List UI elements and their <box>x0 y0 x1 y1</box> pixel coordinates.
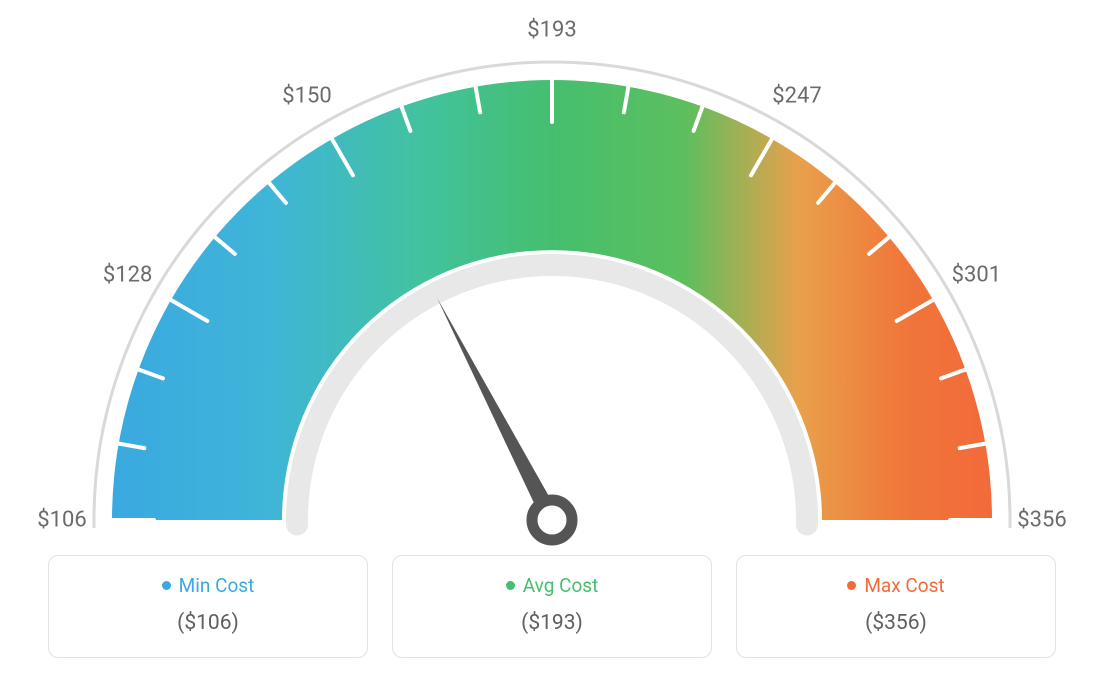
legend-title-avg: Avg Cost <box>506 574 599 597</box>
gauge-tick-label: $106 <box>37 508 86 533</box>
gauge-tick-label: $150 <box>282 83 331 108</box>
legend-dot-avg <box>506 581 515 590</box>
legend-label-min: Min Cost <box>179 574 255 597</box>
legend-label-avg: Avg Cost <box>523 574 599 597</box>
legend-value-max: ($356) <box>757 611 1035 635</box>
legend-value-avg: ($193) <box>413 611 691 635</box>
legend-label-max: Max Cost <box>864 574 944 597</box>
legend-dot-min <box>162 581 171 590</box>
gauge-tick-label: $193 <box>527 18 576 43</box>
gauge-svg <box>0 0 1104 560</box>
gauge-tick-label: $356 <box>1017 508 1066 533</box>
gauge-tick-label: $128 <box>103 263 152 288</box>
legend-value-min: ($106) <box>69 611 347 635</box>
legend-dot-max <box>847 581 856 590</box>
gauge-tick-label: $247 <box>772 83 821 108</box>
legend-title-min: Min Cost <box>162 574 255 597</box>
legend-card-avg: Avg Cost ($193) <box>392 555 712 658</box>
legend-card-min: Min Cost ($106) <box>48 555 368 658</box>
legend-row: Min Cost ($106) Avg Cost ($193) Max Cost… <box>0 555 1104 658</box>
legend-title-max: Max Cost <box>847 574 944 597</box>
gauge-tick-label: $301 <box>952 263 1001 288</box>
gauge-chart: $106 $128 $150 $193 $247 $301 $356 <box>0 0 1104 560</box>
legend-card-max: Max Cost ($356) <box>736 555 1056 658</box>
